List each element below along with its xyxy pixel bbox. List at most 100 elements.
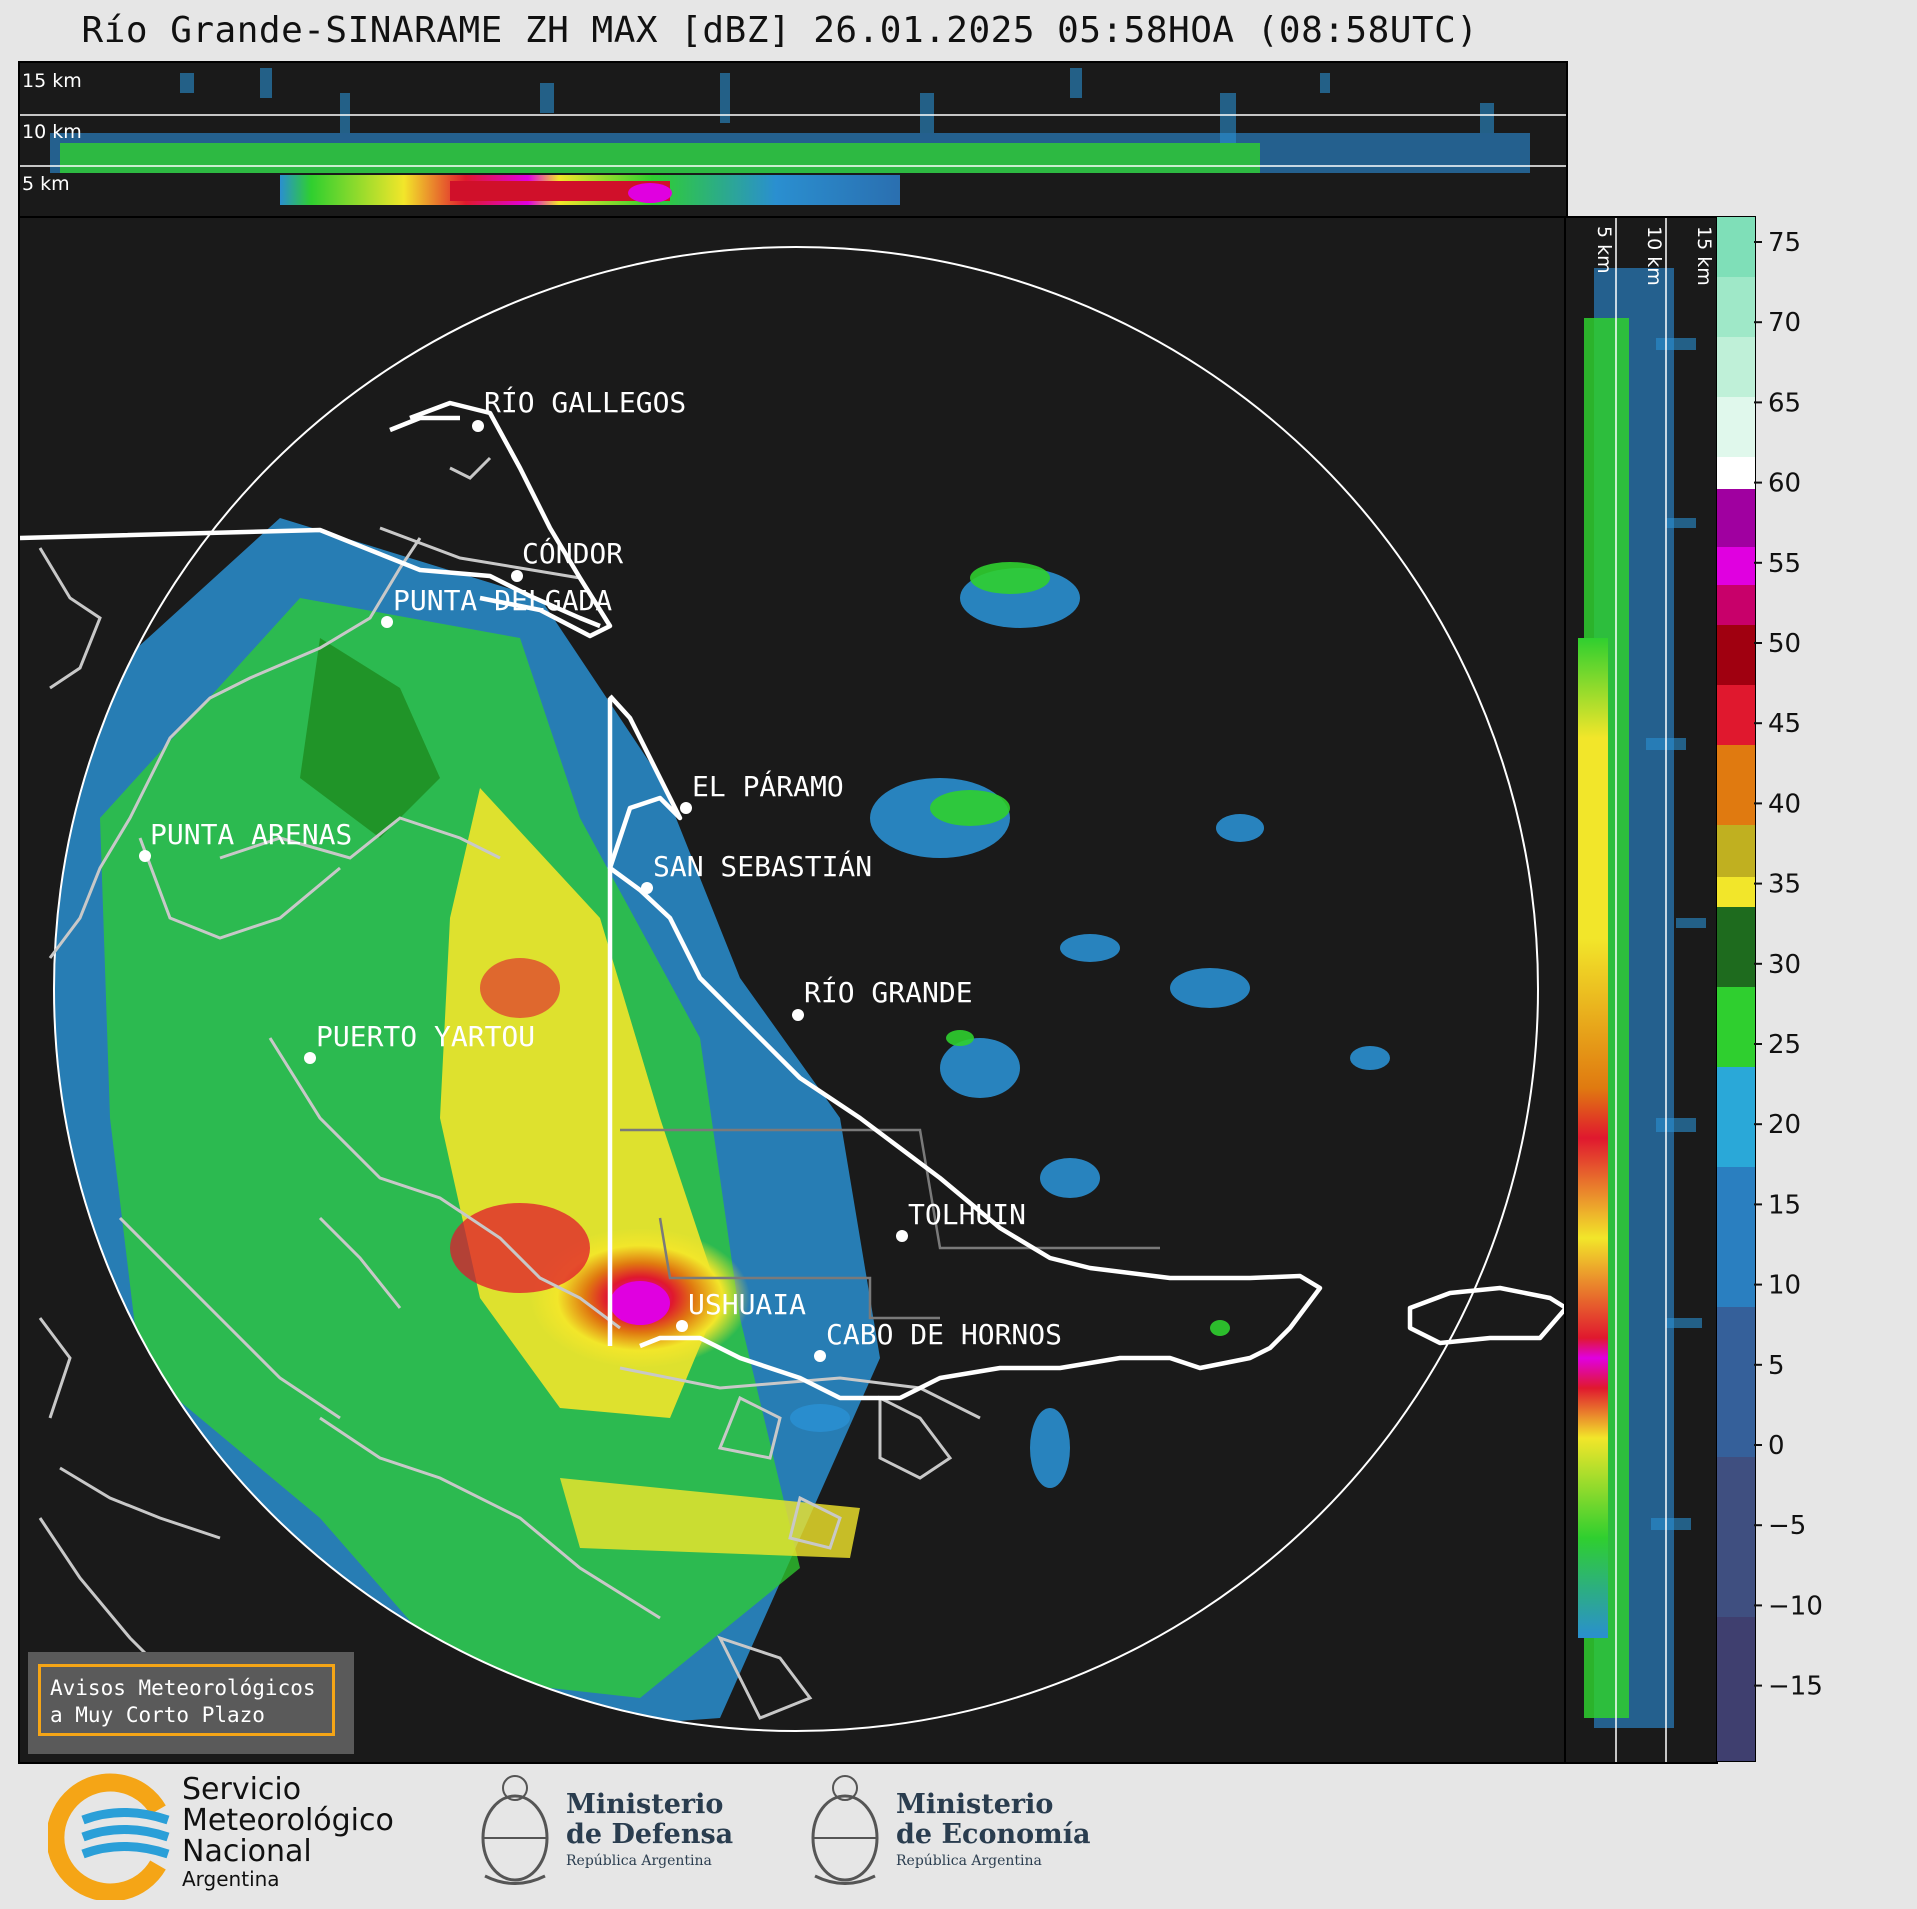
defensa-line1: Ministerio bbox=[566, 1789, 724, 1820]
economia-line3: República Argentina bbox=[896, 1853, 1042, 1869]
echo-magenta-cell bbox=[610, 1281, 670, 1325]
cb-darkgreen bbox=[1717, 907, 1755, 987]
label-el-paramo: EL PÁRAMO bbox=[692, 769, 844, 803]
colorbar-tick-label: 10 bbox=[1768, 1271, 1801, 1301]
label-condor: CÓNDOR bbox=[522, 536, 623, 570]
argentina-coat-of-arms-icon bbox=[481, 1775, 549, 1885]
colorbar-tick-label: 30 bbox=[1768, 950, 1801, 980]
avisos-line2: a Muy Corto Plazo bbox=[50, 1703, 265, 1727]
economia-logo: Ministerio de Economía República Argenti… bbox=[800, 1760, 1100, 1900]
colorbar-tick-label: 50 bbox=[1768, 629, 1801, 659]
economia-line1: Ministerio bbox=[896, 1789, 1054, 1820]
label-puerto-yartou: PUERTO YARTOU bbox=[316, 1020, 535, 1053]
label-tolhuin: TOLHUIN bbox=[908, 1198, 1026, 1231]
colorbar-tick-label: 55 bbox=[1768, 549, 1801, 579]
colorbar-tick-label: 35 bbox=[1768, 870, 1801, 900]
side-profile-graphic: 5 km 10 km 15 km bbox=[1578, 218, 1715, 1762]
range-ring bbox=[53, 246, 1539, 1732]
label-rio-grande: RÍO GRANDE bbox=[804, 975, 973, 1009]
smn-logo: Servicio Meteorológico Nacional Argentin… bbox=[48, 1760, 428, 1900]
colorbar-tick-label: 5 bbox=[1768, 1351, 1785, 1381]
smn-line2: Meteorológico bbox=[182, 1803, 394, 1838]
side-label-10km: 10 km bbox=[1643, 226, 1665, 286]
top-label-5km: 5 km bbox=[22, 173, 70, 195]
cb-yellow bbox=[1717, 877, 1755, 907]
echo-yellow-south bbox=[560, 1478, 860, 1558]
label-cabo-de-hornos: CABO DE HORNOS bbox=[826, 1318, 1062, 1351]
marker-tolhuin bbox=[896, 1230, 908, 1242]
cb-slate bbox=[1717, 1457, 1755, 1617]
colorbar-graphic bbox=[1717, 217, 1755, 1761]
marker-punta-delgada bbox=[381, 616, 393, 628]
top-echo-red bbox=[450, 181, 670, 201]
marker-cabo-de-hornos bbox=[814, 1350, 826, 1362]
smn-line4: Argentina bbox=[182, 1867, 280, 1891]
smn-emblem-icon bbox=[48, 1773, 170, 1900]
admin-boundary-2 bbox=[658, 1217, 940, 1320]
cb-indigo bbox=[1717, 1617, 1755, 1761]
side-label-15km: 15 km bbox=[1693, 226, 1715, 286]
cb-steel bbox=[1717, 1307, 1755, 1457]
cb-orange bbox=[1717, 745, 1755, 825]
top-echo-green bbox=[60, 143, 1260, 173]
radar-map-graphic: RÍO GALLEGOS CÓNDOR PUNTA DELGADA PUNTA … bbox=[20, 246, 1566, 1732]
marker-rio-gallegos bbox=[472, 420, 484, 432]
colorbar-tick-label: 60 bbox=[1768, 469, 1801, 499]
cb-darkred bbox=[1717, 625, 1755, 685]
coastline-white bbox=[20, 400, 1566, 1401]
avisos-box: Avisos Meteorológicos a Muy Corto Plazo bbox=[38, 1664, 335, 1736]
echo-darkgreen-nw bbox=[300, 638, 440, 838]
side-echo-core bbox=[1578, 638, 1608, 1638]
echo-red-cell bbox=[450, 1203, 590, 1293]
colorbar-tick-label: −15 bbox=[1768, 1672, 1823, 1702]
cb-green bbox=[1717, 987, 1755, 1067]
colorbar-tick-label: 70 bbox=[1768, 308, 1801, 338]
side-height-profile: 5 km 10 km 15 km bbox=[1564, 216, 1718, 1764]
top-echo-speckles bbox=[180, 68, 1494, 143]
colorbar-tick-label: 40 bbox=[1768, 789, 1801, 819]
chart-title: Río Grande-SINARAME ZH MAX [dBZ] 26.01.2… bbox=[81, 10, 1479, 51]
top-echo-magenta bbox=[628, 183, 672, 203]
avisos-badge: Avisos Meteorológicos a Muy Corto Plazo bbox=[28, 1652, 354, 1754]
colorbar-tick-label: 20 bbox=[1768, 1110, 1801, 1140]
marker-el-paramo bbox=[680, 802, 692, 814]
colorbar-tick-label: 0 bbox=[1768, 1431, 1785, 1461]
colorbar-tick-label: 45 bbox=[1768, 709, 1801, 739]
colorbar-tick-label: 25 bbox=[1768, 1030, 1801, 1060]
reflectivity-field bbox=[54, 518, 1390, 1731]
cb-blue bbox=[1717, 1167, 1755, 1307]
defensa-line2: de Defensa bbox=[566, 1819, 734, 1850]
defensa-logo: Ministerio de Defensa República Argentin… bbox=[470, 1760, 760, 1900]
colorbar-tick-label: 75 bbox=[1768, 228, 1801, 258]
admin-boundary bbox=[620, 1128, 1160, 1250]
argentina-coat-of-arms-icon bbox=[811, 1775, 879, 1885]
side-label-5km: 5 km bbox=[1593, 226, 1615, 274]
cb-crimson bbox=[1717, 585, 1755, 625]
top-height-profile: 15 km 10 km 5 km bbox=[18, 61, 1568, 220]
cb-white bbox=[1717, 457, 1755, 489]
label-san-sebastian: SAN SEBASTIÁN bbox=[653, 849, 872, 883]
cb-red bbox=[1717, 685, 1755, 745]
marker-condor bbox=[511, 570, 523, 582]
economia-line2: de Economía bbox=[896, 1819, 1091, 1850]
marker-puerto-yartou bbox=[304, 1052, 316, 1064]
echo-green-scatter bbox=[930, 562, 1230, 1336]
marker-punta-arenas bbox=[139, 850, 151, 862]
colorbar-tick-label: 65 bbox=[1768, 388, 1801, 418]
top-profile-graphic: 15 km 10 km 5 km bbox=[20, 68, 1566, 205]
colorbar bbox=[1716, 216, 1756, 1762]
avisos-line1: Avisos Meteorológicos bbox=[50, 1676, 316, 1700]
defensa-line3: República Argentina bbox=[566, 1853, 712, 1869]
echo-red-cell-2 bbox=[480, 958, 560, 1018]
smn-line1: Servicio bbox=[182, 1772, 302, 1807]
label-ushuaia: USHUAIA bbox=[688, 1288, 806, 1321]
colorbar-tick-label: −5 bbox=[1768, 1511, 1806, 1541]
top-label-15km: 15 km bbox=[22, 70, 82, 92]
smn-line3: Nacional bbox=[182, 1834, 312, 1869]
radar-map: RÍO GALLEGOS CÓNDOR PUNTA DELGADA PUNTA … bbox=[18, 216, 1568, 1764]
top-label-10km: 10 km bbox=[22, 121, 82, 143]
colorbar-tick-label: −10 bbox=[1768, 1591, 1823, 1621]
marker-rio-grande bbox=[792, 1009, 804, 1021]
label-punta-arenas: PUNTA ARENAS bbox=[150, 818, 352, 851]
